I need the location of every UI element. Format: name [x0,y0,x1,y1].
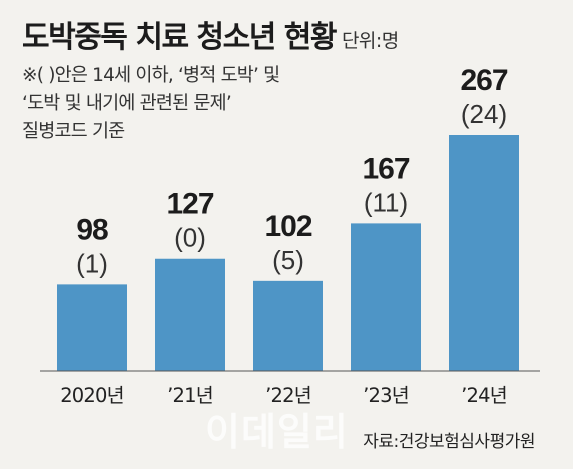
category-label-1: ’21년 [167,384,213,407]
category-label-3: ’23년 [363,384,409,407]
bar-4 [449,135,519,371]
value-label-2: 102 [264,210,311,243]
sub-value-label-1: (0) [174,223,206,253]
category-label-2: ’22년 [265,384,311,407]
sub-value-label-4: (24) [461,99,507,129]
value-label-1: 127 [166,188,213,221]
chart-title: 도박중독 치료 청소년 현황 [22,20,337,55]
source-label: 자료:건강보험심사평가원 [363,432,535,452]
sub-value-label-3: (11) [364,187,408,217]
title-block: 도박중독 치료 청소년 현황 단위:명 [22,12,399,56]
category-label-0: 2020년 [60,384,124,407]
watermark: 이데일리 [205,410,349,454]
footnote-line-3: 질병코드 기준 [22,121,125,142]
footnote-line-2: ‘도박 및 내기에 관련된 문제’ [22,93,232,114]
value-label-4: 267 [460,64,507,97]
footnote-line-1: ※( )안은 14세 이하, ‘병적 도박’ 및 [22,65,280,86]
bar-3 [351,223,421,371]
value-label-0: 98 [76,213,108,246]
sub-value-label-2: (5) [272,245,304,275]
bar-0 [57,284,127,371]
footnote: ※( )안은 14세 이하, ‘병적 도박’ 및 ‘도박 및 내기에 관련된 문… [22,62,280,146]
value-label-3: 167 [362,152,409,185]
bar-1 [155,258,225,371]
category-label-4: ’24년 [461,384,507,407]
sub-value-label-0: (1) [76,248,108,278]
unit-label: 단위:명 [341,30,399,52]
bar-2 [253,280,323,371]
